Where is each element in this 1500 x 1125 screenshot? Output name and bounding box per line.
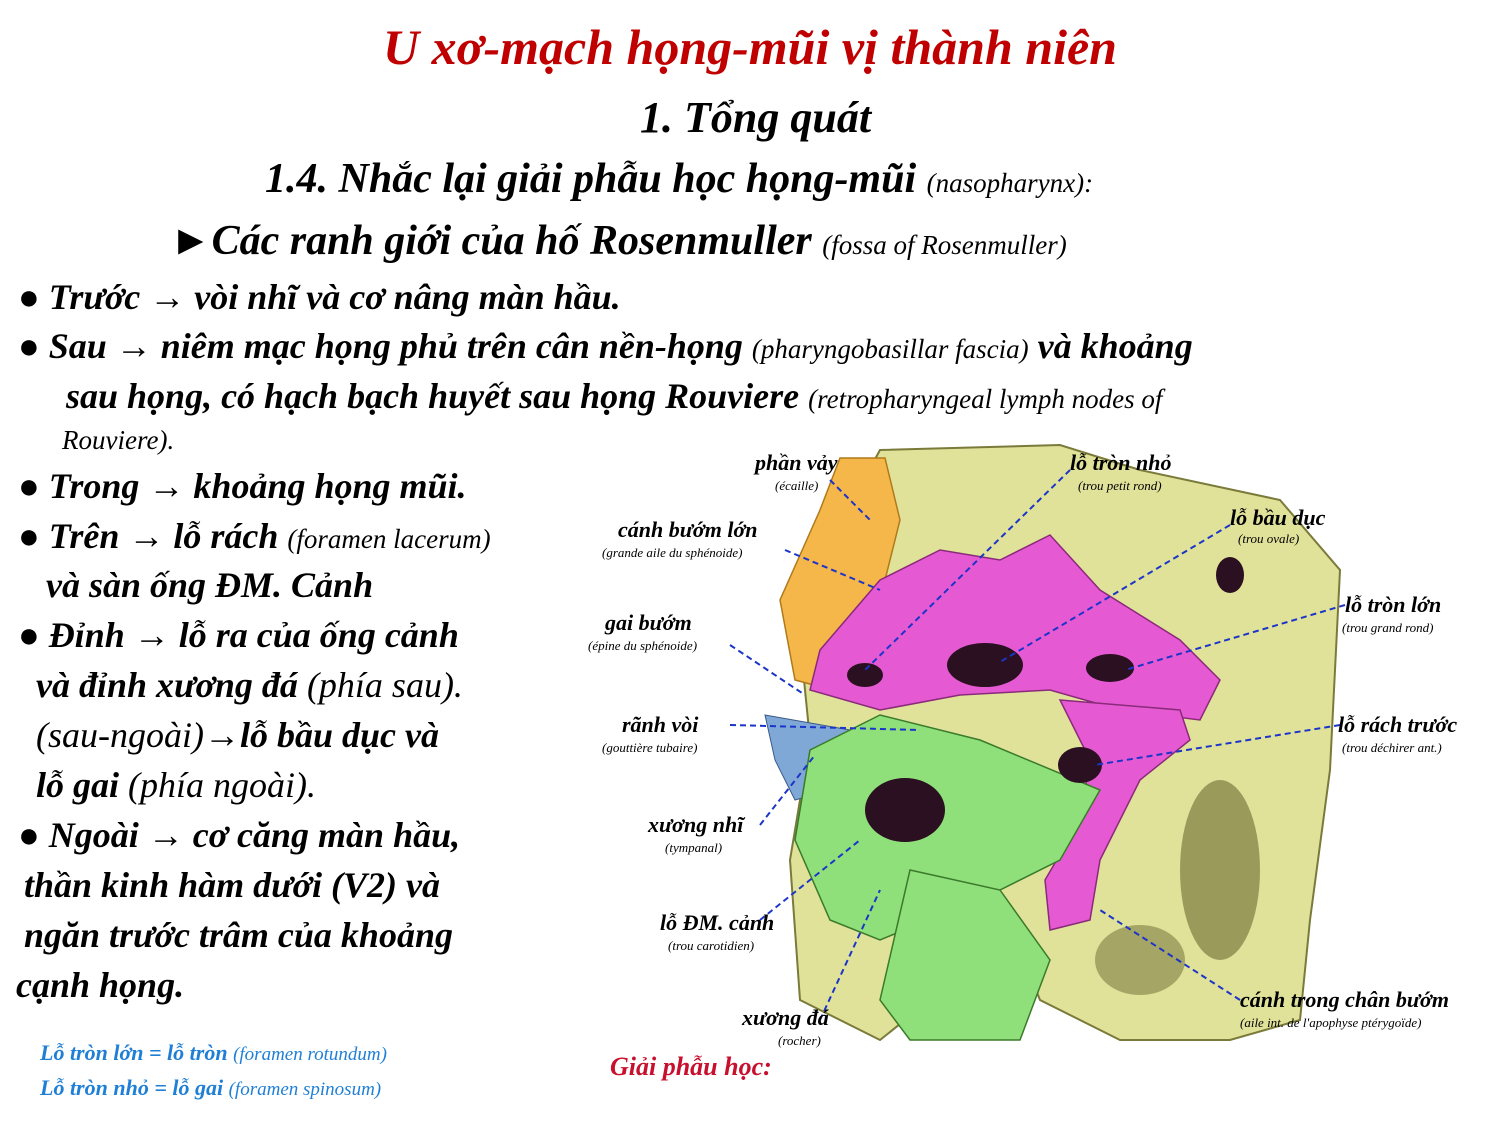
rosenmuller-latin: (fossa of Rosenmuller) [822,230,1067,260]
subsection-main: 1.4. Nhắc lại giải phẫu học họng-mũi [265,156,917,202]
label-xuong-da: xương đá [741,1005,830,1030]
label-xuong-da-fr: (rocher) [778,1033,821,1048]
label-xuong-nhi: xương nhĩ [647,812,746,837]
page-title: U xơ-mạch họng-mũi vị thành niên [383,19,1117,75]
note-spinosum-main: Lỗ tròn nhỏ = lỗ gai [40,1075,224,1100]
bullet-dinh: ● Đỉnh → lỗ ra của ống cảnh [18,615,459,655]
label-gai-buom: gai bướm [604,610,692,635]
bullet-sau-l2-main: sau họng, có hạch bạch huyết sau họng Ro… [66,376,800,416]
bullet-dinh-l4-main: lỗ gai [36,765,120,805]
bullet-dinh-line2: và đỉnh xương đá (phía sau). [36,664,463,706]
bullet-truoc: ● Trước → vòi nhĩ và cơ nâng màn hầu. [18,277,621,317]
bullet-sau: ● Sau → niêm mạc họng phủ trên cân nền-h… [18,325,1193,367]
label-lo-tron-lon-fr: (trou grand rond) [1342,620,1433,635]
bullet-sau-latin: (pharyngobasillar fascia) [751,334,1029,364]
label-canh-trong-fr: (aile int. de l'apophyse ptérygoïde) [1240,1015,1421,1030]
label-ranh-voi-fr: (gouttière tubaire) [602,740,697,755]
label-lo-tron-nho: lỗ tròn nhỏ [1070,450,1172,475]
carotid-canal-hole [865,778,945,842]
note-rotundum: Lỗ tròn lớn = lỗ tròn (foramen rotundum) [40,1040,387,1066]
subsection-heading: 1.4. Nhắc lại giải phẫu học họng-mũi (na… [265,155,1093,203]
bullet-sau-line3: Rouviere). [62,425,175,455]
bullet-dinh-l4-plain: (phía ngoài). [128,765,316,805]
foramen-rotundum-hole [1086,654,1134,682]
label-lo-tron-lon: lỗ tròn lớn [1345,592,1441,617]
note-spinosum-latin: (foramen spinosum) [228,1079,382,1100]
rosenmuller-main: Các ranh giới của hố Rosenmuller [211,218,812,264]
foramen-lacerum-hole [1058,747,1102,783]
bullet-dinh-l2-plain: (phía sau). [306,665,463,705]
label-gai-buom-fr: (épine du sphénoide) [588,638,697,653]
bullet-ngoai-line4: cạnh họng. [16,965,185,1005]
bullet-ngoai-line3: ngăn trước trâm của khoảng [24,915,453,955]
anatomy-figure: phần vảy (écaille) cánh bướm lớn (grande… [588,443,1457,1081]
note-rotundum-main: Lỗ tròn lớn = lỗ tròn [40,1040,228,1065]
tympanic-region [794,714,1102,941]
bullet-sau-main: ● Sau → niêm mạc họng phủ trên cân nền-h… [18,326,743,366]
label-lo-dm-canh-fr: (trou carotidien) [668,938,754,953]
subsection-latin: (nasopharynx): [926,168,1094,198]
sinus-hole-1 [1216,557,1244,593]
label-lo-tron-nho-fr: (trou petit rond) [1078,478,1162,493]
bullet-trong: ● Trong → khoảng họng mũi. [18,466,467,506]
label-xuong-nhi-fr: (tympanal) [665,840,722,855]
bullet-dinh-line3: (sau-ngoài)→lỗ bầu dục và [36,714,439,756]
bullet-tren-main: ● Trên → lỗ rách [18,516,279,556]
label-canh-buom-lon: cánh bướm lớn [618,517,758,542]
label-phan-vay-fr: (écaille) [775,478,818,493]
bullet-tren-line2: và sàn ống ĐM. Cảnh [46,565,374,605]
bullet-ngoai-line2: thần kinh hàm dưới (V2) và [24,865,440,905]
bullet-dinh-l2-main: và đỉnh xương đá [36,665,298,705]
triangle-marker-icon: ► [170,218,212,264]
section-heading: 1. Tổng quát [640,93,872,142]
foramen-spinosum-hole [847,663,883,687]
bullet-dinh-line4: lỗ gai (phía ngoài). [36,764,316,806]
note-spinosum: Lỗ tròn nhỏ = lỗ gai (foramen spinosum) [40,1075,381,1101]
petrous-region [879,869,1051,1041]
label-lo-dm-canh: lỗ ĐM. cảnh [660,910,774,935]
label-ranh-voi: rãnh vòi [622,712,699,737]
foramen-ovale-hole [947,643,1023,687]
bullet-dinh-l3-plain: (sau-ngoài)→ [36,715,240,755]
label-canh-trong: cánh trong chân bướm [1240,987,1449,1012]
label-lo-bau-duc-fr: (trou ovale) [1238,531,1299,546]
sinus-hole-3 [1095,925,1185,995]
bullet-sau-line2: sau họng, có hạch bạch huyết sau họng Ro… [66,375,1162,417]
bullet-tren-latin: (foramen lacerum) [287,524,491,554]
bullet-ngoai: ● Ngoài → cơ căng màn hầu, [18,815,461,855]
label-lo-rach-truoc: lỗ rách trước [1338,712,1457,737]
sinus-hole-2 [1180,780,1260,960]
label-lo-bau-duc: lỗ bầu dục [1230,505,1326,530]
bullet-tren: ● Trên → lỗ rách (foramen lacerum) [18,515,491,557]
bullet-dinh-l3-main: lỗ bầu dục và [239,715,439,755]
note-rotundum-latin: (foramen rotundum) [233,1044,387,1065]
bullet-sau-l2-latin: (retropharyngeal lymph nodes of [808,384,1163,414]
figure-caption: Giải phẫu học: [610,1052,772,1081]
rosenmuller-heading: ►Các ranh giới của hố Rosenmuller (fossa… [170,217,1067,265]
label-phan-vay: phần vảy [753,450,838,475]
label-lo-rach-truoc-fr: (trou déchirer ant.) [1342,740,1442,755]
leader-lines [729,469,1346,1021]
label-canh-buom-lon-fr: (grande aile du sphénoide) [602,545,742,560]
bullet-sau-tail: và khoảng [1037,326,1193,366]
